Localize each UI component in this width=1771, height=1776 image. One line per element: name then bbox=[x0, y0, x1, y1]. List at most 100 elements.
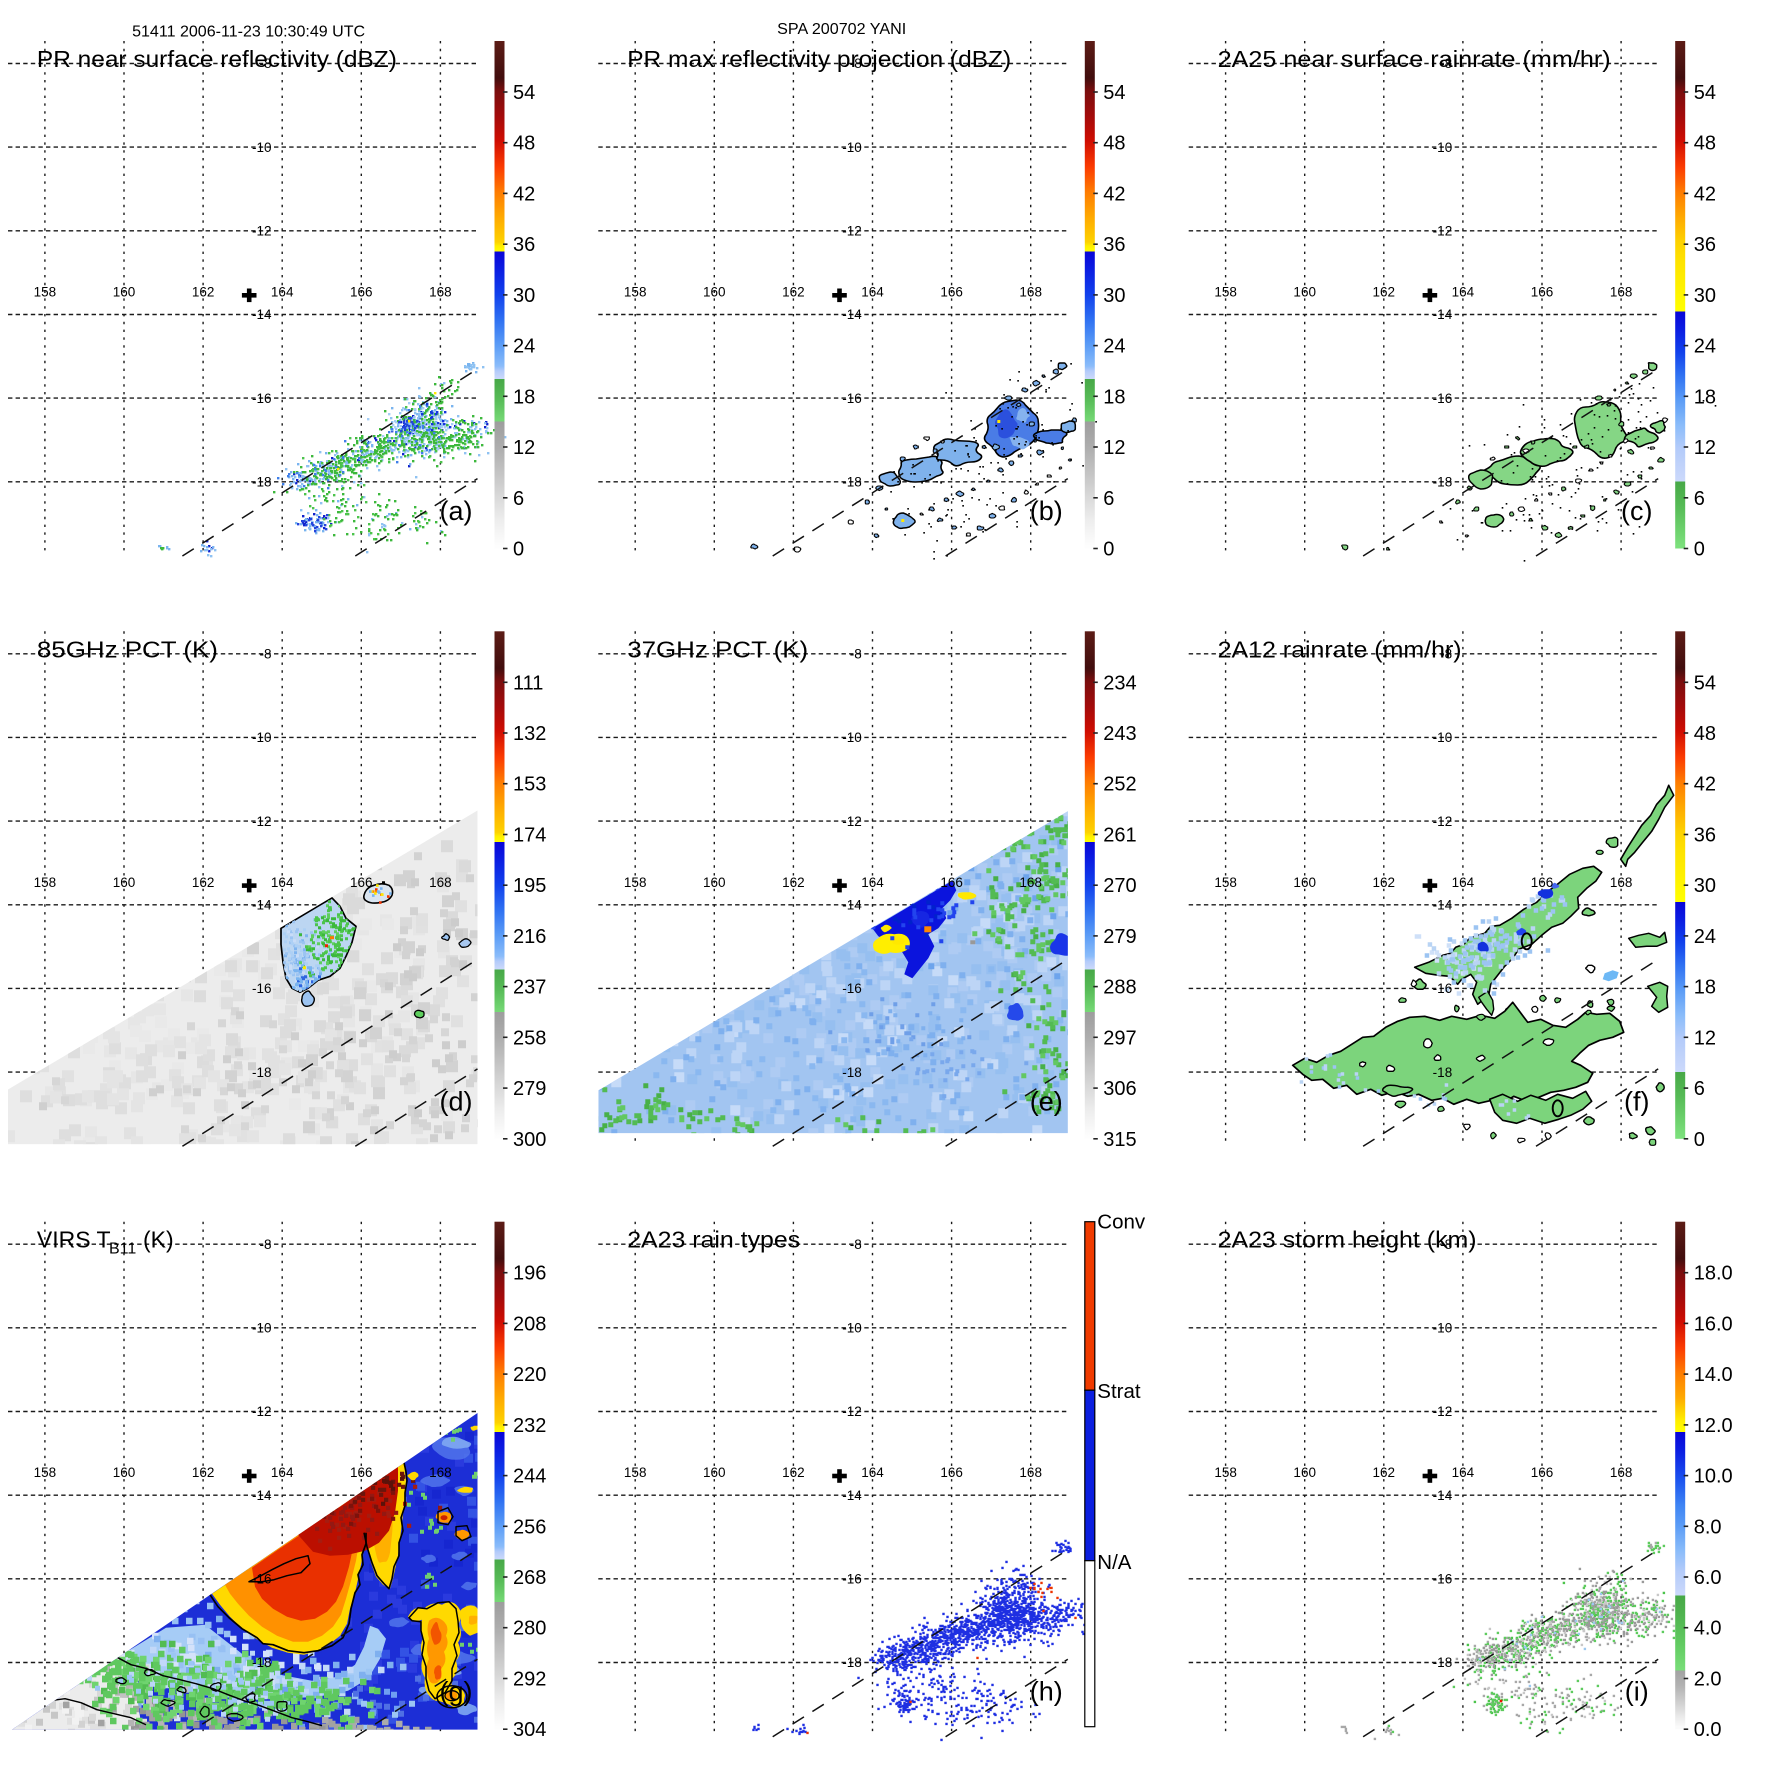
svg-text:(d): (d) bbox=[440, 1086, 473, 1116]
svg-text:168: 168 bbox=[1610, 285, 1633, 300]
svg-text:(b): (b) bbox=[1030, 496, 1063, 526]
svg-text:-12: -12 bbox=[842, 1404, 862, 1419]
svg-text:-8: -8 bbox=[1440, 56, 1452, 71]
svg-text:292: 292 bbox=[513, 1669, 546, 1691]
svg-text:8.0: 8.0 bbox=[1694, 1516, 1722, 1538]
svg-text:162: 162 bbox=[1373, 1465, 1396, 1480]
svg-text:6: 6 bbox=[1694, 1078, 1705, 1100]
svg-text:-10: -10 bbox=[842, 1321, 862, 1336]
svg-text:220: 220 bbox=[513, 1364, 546, 1386]
svg-text:237: 237 bbox=[513, 977, 546, 999]
svg-text:6: 6 bbox=[1694, 488, 1705, 510]
svg-text:234: 234 bbox=[1103, 672, 1136, 694]
svg-text:0: 0 bbox=[513, 539, 524, 561]
svg-text:-14: -14 bbox=[842, 898, 862, 913]
svg-text:-16: -16 bbox=[252, 981, 272, 996]
svg-text:PR max reflectivity projection: PR max reflectivity projection (dBZ) bbox=[627, 46, 1011, 72]
svg-text:111: 111 bbox=[513, 672, 543, 694]
svg-text:258: 258 bbox=[513, 1027, 546, 1049]
svg-text:48: 48 bbox=[1694, 723, 1716, 745]
svg-text:30: 30 bbox=[1694, 285, 1716, 307]
svg-text:-16: -16 bbox=[252, 391, 272, 406]
svg-text:48: 48 bbox=[1103, 133, 1125, 155]
svg-text:280: 280 bbox=[513, 1618, 546, 1640]
svg-text:244: 244 bbox=[513, 1466, 546, 1488]
svg-text:12.0: 12.0 bbox=[1694, 1415, 1733, 1437]
svg-text:160: 160 bbox=[113, 875, 136, 890]
svg-text:168: 168 bbox=[1610, 875, 1633, 890]
svg-text:164: 164 bbox=[271, 1465, 294, 1480]
svg-text:6.0: 6.0 bbox=[1694, 1567, 1722, 1589]
svg-text:36: 36 bbox=[1694, 234, 1716, 256]
svg-text:24: 24 bbox=[1694, 336, 1716, 358]
svg-text:166: 166 bbox=[1531, 1465, 1554, 1480]
svg-text:-16: -16 bbox=[842, 391, 862, 406]
svg-text:162: 162 bbox=[192, 1465, 215, 1480]
svg-text:-14: -14 bbox=[1433, 1488, 1453, 1503]
svg-text:-14: -14 bbox=[252, 1488, 272, 1503]
svg-text:168: 168 bbox=[1019, 875, 1042, 890]
svg-text:168: 168 bbox=[429, 875, 452, 890]
svg-text:158: 158 bbox=[34, 1465, 57, 1480]
svg-text:37GHz PCT (K): 37GHz PCT (K) bbox=[627, 636, 808, 662]
svg-text:162: 162 bbox=[782, 1465, 805, 1480]
svg-text:-18: -18 bbox=[252, 475, 272, 490]
svg-text:-18: -18 bbox=[842, 1065, 862, 1080]
svg-text:2A12 rainrate (mm/hr): 2A12 rainrate (mm/hr) bbox=[1218, 636, 1462, 662]
svg-text:-16: -16 bbox=[252, 1572, 272, 1587]
svg-text:304: 304 bbox=[513, 1719, 546, 1741]
svg-text:158: 158 bbox=[624, 285, 647, 300]
svg-text:18: 18 bbox=[513, 386, 535, 408]
svg-text:300: 300 bbox=[513, 1129, 546, 1151]
svg-text:-16: -16 bbox=[1433, 1572, 1453, 1587]
svg-text:0.0: 0.0 bbox=[1694, 1719, 1722, 1741]
svg-text:(i): (i) bbox=[1625, 1677, 1649, 1707]
svg-text:166: 166 bbox=[350, 285, 373, 300]
svg-text:158: 158 bbox=[34, 875, 57, 890]
svg-text:166: 166 bbox=[350, 875, 373, 890]
svg-text:158: 158 bbox=[34, 285, 57, 300]
svg-text:85GHz PCT (K): 85GHz PCT (K) bbox=[37, 636, 218, 662]
svg-text:279: 279 bbox=[513, 1078, 546, 1100]
svg-text:195: 195 bbox=[513, 875, 546, 897]
svg-text:36: 36 bbox=[1694, 825, 1716, 847]
svg-text:297: 297 bbox=[1103, 1027, 1136, 1049]
svg-text:-8: -8 bbox=[850, 56, 862, 71]
svg-text:Strat: Strat bbox=[1097, 1380, 1141, 1403]
svg-text:162: 162 bbox=[192, 875, 215, 890]
svg-text:216: 216 bbox=[513, 926, 546, 948]
svg-text:-12: -12 bbox=[1433, 1404, 1453, 1419]
svg-text:-12: -12 bbox=[1433, 224, 1453, 239]
svg-text:160: 160 bbox=[703, 1465, 726, 1480]
svg-text:288: 288 bbox=[1103, 977, 1136, 999]
svg-text:-14: -14 bbox=[252, 898, 272, 913]
svg-text:158: 158 bbox=[1214, 1465, 1237, 1480]
svg-text:-18: -18 bbox=[1433, 1065, 1453, 1080]
svg-text:12: 12 bbox=[1694, 437, 1716, 459]
svg-text:(a): (a) bbox=[440, 496, 473, 526]
svg-text:166: 166 bbox=[940, 1465, 963, 1480]
svg-text:18: 18 bbox=[1694, 386, 1716, 408]
svg-text:-8: -8 bbox=[259, 1237, 271, 1252]
svg-text:Conv: Conv bbox=[1097, 1211, 1146, 1234]
svg-text:N/A: N/A bbox=[1097, 1551, 1132, 1574]
svg-text:-10: -10 bbox=[252, 1321, 272, 1336]
svg-text:2A23 storm height (km): 2A23 storm height (km) bbox=[1218, 1227, 1477, 1253]
svg-text:VIRS T: VIRS T bbox=[37, 1227, 111, 1253]
svg-text:-18: -18 bbox=[1433, 475, 1453, 490]
svg-text:-14: -14 bbox=[1433, 307, 1453, 322]
svg-text:2.0: 2.0 bbox=[1694, 1669, 1722, 1691]
svg-text:162: 162 bbox=[1373, 285, 1396, 300]
svg-text:232: 232 bbox=[513, 1415, 546, 1437]
svg-text:(K): (K) bbox=[143, 1227, 174, 1253]
svg-text:2A23 rain types: 2A23 rain types bbox=[627, 1227, 800, 1253]
svg-text:42: 42 bbox=[1694, 183, 1716, 205]
svg-text:-14: -14 bbox=[1433, 898, 1453, 913]
svg-text:160: 160 bbox=[1293, 285, 1316, 300]
svg-text:164: 164 bbox=[1452, 875, 1475, 890]
svg-text:54: 54 bbox=[513, 82, 535, 104]
svg-text:51411 2006-11-23 10:30:49 UTC: 51411 2006-11-23 10:30:49 UTC bbox=[132, 24, 365, 41]
svg-text:-14: -14 bbox=[842, 307, 862, 322]
svg-text:-12: -12 bbox=[252, 814, 272, 829]
svg-text:158: 158 bbox=[1214, 285, 1237, 300]
